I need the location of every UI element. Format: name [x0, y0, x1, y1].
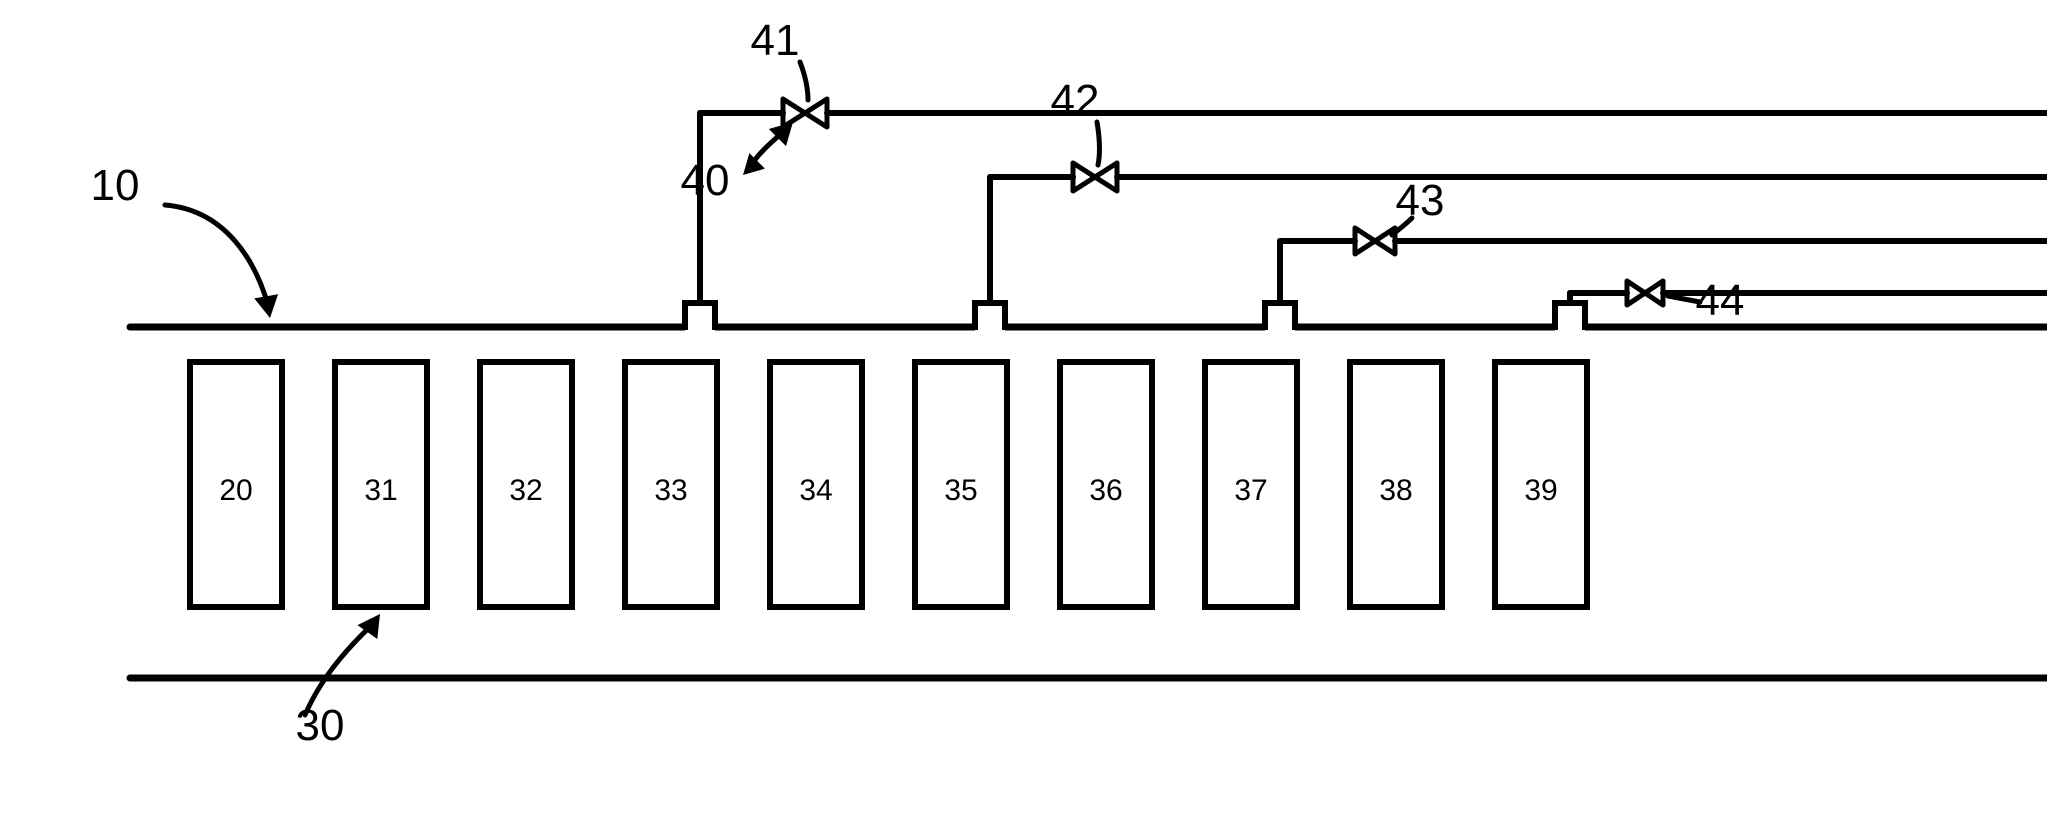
- label-40: 40: [681, 156, 730, 205]
- arrow-head: [254, 294, 278, 318]
- riser-41-valve-left: [783, 99, 805, 127]
- leader-l41: [800, 62, 808, 100]
- box-32-label: 32: [509, 474, 542, 507]
- box-36-label: 36: [1089, 474, 1122, 507]
- box-39-label: 39: [1524, 474, 1557, 507]
- label-10: 10: [91, 161, 140, 210]
- riser-41-valve-right: [805, 99, 827, 127]
- label-44: 44: [1696, 276, 1745, 325]
- riser-42-valve-left: [1073, 163, 1095, 191]
- label-41: 41: [751, 16, 800, 65]
- box-20-label: 20: [219, 474, 252, 507]
- box-34-label: 34: [799, 474, 832, 507]
- leader-l42: [1097, 122, 1099, 165]
- label-30: 30: [296, 701, 345, 750]
- box-35-label: 35: [944, 474, 977, 507]
- label-42: 42: [1051, 76, 1100, 125]
- label-43: 43: [1396, 176, 1445, 225]
- box-38-label: 38: [1379, 474, 1412, 507]
- arrow-head: [743, 153, 765, 175]
- leader-l10: [165, 205, 268, 305]
- box-31-label: 31: [364, 474, 397, 507]
- box-33-label: 33: [654, 474, 687, 507]
- box-37-label: 37: [1234, 474, 1267, 507]
